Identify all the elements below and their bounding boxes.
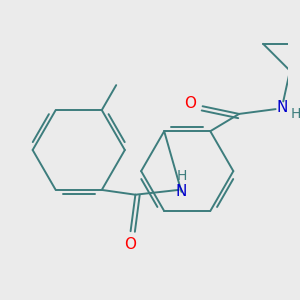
Text: N: N bbox=[277, 100, 288, 115]
Text: N: N bbox=[176, 184, 187, 199]
Text: O: O bbox=[184, 96, 196, 111]
Text: H: H bbox=[176, 169, 187, 184]
Text: H: H bbox=[291, 107, 300, 121]
Text: O: O bbox=[124, 237, 136, 252]
